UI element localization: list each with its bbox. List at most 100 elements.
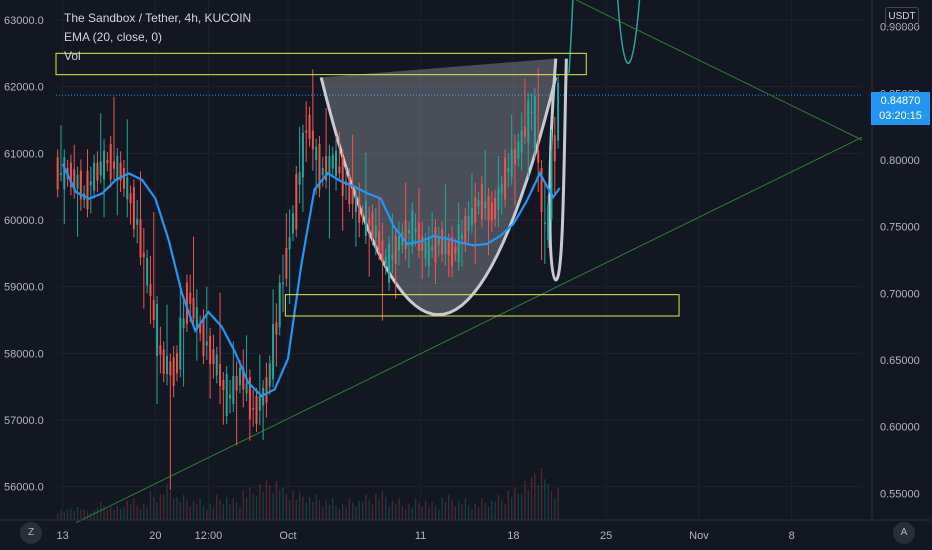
volume-bar — [454, 506, 457, 520]
chart-legend: The Sandbox / Tether, 4h, KUCOIN EMA (20… — [64, 9, 251, 66]
volume-bar — [557, 487, 559, 520]
volume-bar — [467, 505, 470, 520]
left-tick-label-0: 63000.0 — [4, 15, 44, 27]
volume-bar — [361, 502, 364, 520]
candle-body — [139, 219, 142, 258]
volume-bar — [285, 493, 287, 520]
candle-body — [490, 202, 493, 221]
candle-body — [354, 194, 357, 212]
volume-bar — [481, 498, 483, 520]
volume-bar — [57, 513, 59, 520]
symbol-title: The Sandbox / Tether, 4h, KUCOIN — [64, 11, 252, 25]
candle-body — [388, 244, 391, 283]
volume-bar — [126, 500, 128, 520]
volume-bar — [325, 500, 327, 520]
candle-body — [222, 380, 225, 390]
candle-body — [295, 174, 298, 230]
volume-bar — [332, 498, 334, 520]
x-tick-label-5: 18 — [507, 530, 519, 542]
auto-scale-button[interactable]: A — [893, 522, 915, 544]
volume-bar — [348, 498, 350, 520]
volume-bar — [471, 509, 473, 520]
candle-body — [142, 252, 145, 258]
candle-body — [89, 181, 92, 186]
candle-body — [364, 200, 367, 236]
candle-body — [212, 349, 215, 364]
candle-body — [132, 187, 135, 230]
volume-bar — [544, 479, 546, 520]
candle-body — [109, 144, 112, 180]
volume-bar — [272, 493, 274, 520]
candle-body — [547, 203, 550, 240]
volume-bar — [395, 504, 397, 520]
volume-bar — [209, 503, 211, 520]
left-tick-label-7: 56000.0 — [4, 482, 44, 494]
candle-body — [166, 356, 169, 374]
volume-bar — [192, 500, 195, 520]
candle-body — [480, 184, 483, 220]
volume-bar — [139, 509, 142, 520]
candle-body — [106, 160, 109, 164]
x-tick-label-6: 25 — [600, 530, 612, 542]
candle-body — [381, 240, 384, 263]
candle-body — [424, 241, 427, 259]
candle-body — [219, 364, 222, 386]
volume-bar — [169, 491, 171, 520]
volume-bar — [166, 484, 168, 520]
x-tick-label-7: Nov — [689, 530, 709, 542]
candle-body — [225, 374, 228, 416]
volume-bar — [80, 509, 82, 520]
volume-bar — [474, 503, 476, 520]
support-zone-box — [284, 294, 680, 317]
currency-unit-button[interactable]: USDT — [885, 7, 919, 27]
candle-body — [185, 282, 188, 324]
zoom-mode-button[interactable]: Z — [20, 522, 42, 544]
rising-support-trendline — [75, 136, 863, 524]
left-tick-label-6: 57000.0 — [4, 415, 44, 427]
candle-body — [394, 236, 397, 264]
volume-bar — [83, 509, 85, 520]
volume-bar — [328, 504, 331, 520]
volume-bar — [179, 502, 181, 520]
volume-bars — [57, 468, 559, 520]
candle-body — [464, 216, 467, 244]
volume-bar — [365, 494, 367, 520]
candle-body — [209, 336, 212, 364]
volume-bar — [308, 497, 311, 520]
last-price-tag: 0.84870 03:20:15 — [871, 92, 930, 125]
candle-body — [537, 150, 540, 163]
candle-body — [441, 229, 444, 254]
candle-body — [93, 162, 96, 191]
volume-bar — [368, 499, 370, 520]
time-axis: 13 20 12:00 Oct 11 18 25 Nov 8 — [57, 530, 795, 542]
candle-body — [202, 317, 205, 356]
volume-bar — [345, 507, 347, 520]
volume-bar — [63, 512, 65, 520]
volume-bar — [391, 500, 394, 520]
candle-body — [417, 222, 420, 251]
volume-bar — [295, 499, 297, 520]
candle-body — [411, 210, 414, 246]
candle-body — [457, 224, 460, 263]
volume-bar — [226, 497, 228, 520]
candle-body — [282, 282, 285, 285]
candle-body — [146, 258, 149, 286]
candle-body — [421, 236, 424, 251]
volume-bar — [133, 498, 135, 520]
volume-bar — [106, 509, 109, 520]
candle-body — [447, 241, 450, 256]
volume-bar — [206, 509, 208, 520]
volume-bar — [504, 504, 506, 520]
volume-bar — [70, 508, 72, 520]
volume-bar — [355, 506, 357, 520]
volume-bar — [275, 481, 278, 520]
volume-bar — [259, 484, 261, 520]
volume-bar — [358, 500, 360, 520]
volume-bar — [153, 496, 155, 520]
volume-bar — [398, 498, 400, 520]
candle-body — [467, 216, 470, 231]
candle-body — [325, 156, 328, 181]
volume-bar — [388, 506, 390, 520]
projection-path — [568, 0, 641, 74]
